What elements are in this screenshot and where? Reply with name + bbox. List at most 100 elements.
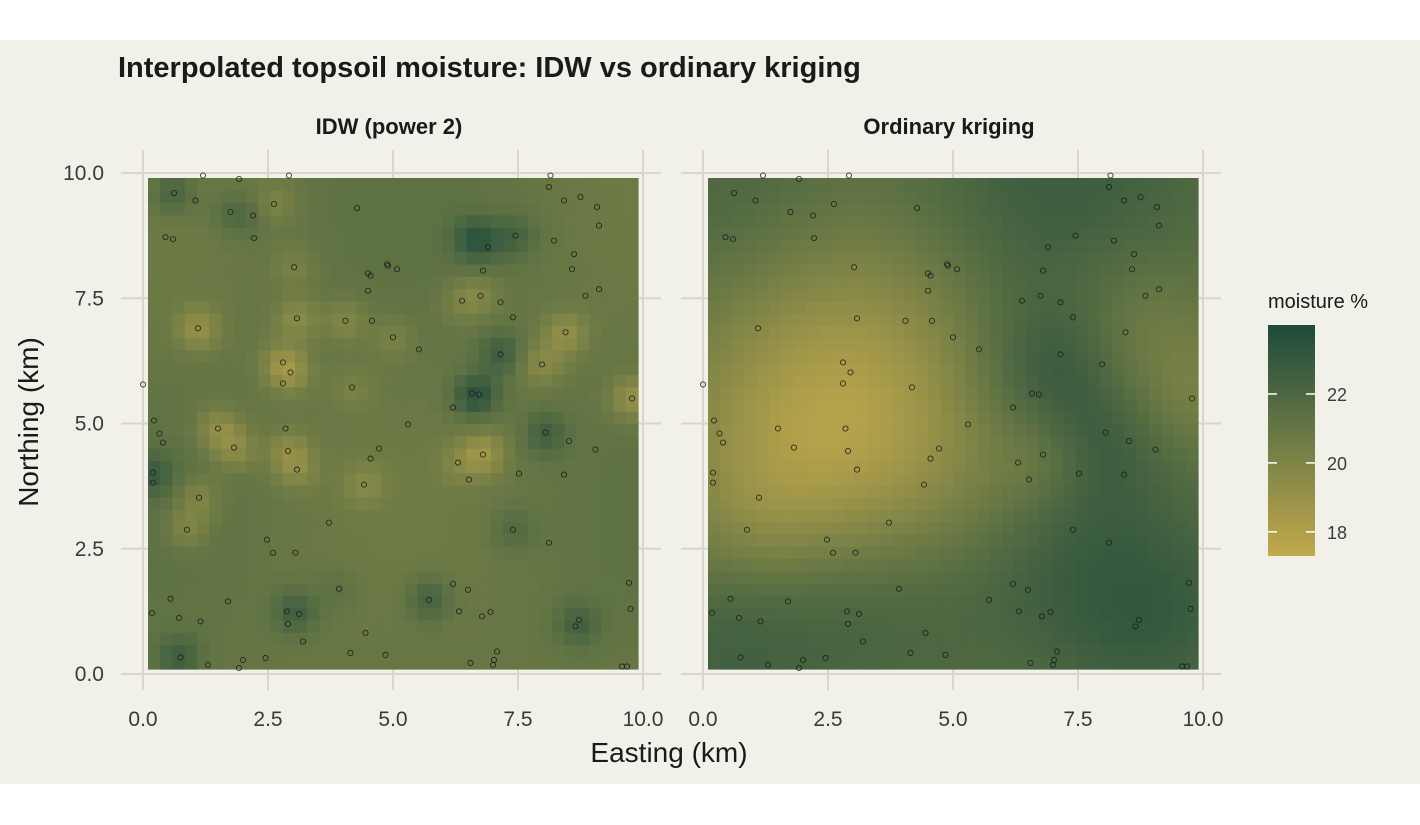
heatmap-cell (417, 411, 431, 425)
heatmap-cell (1002, 484, 1015, 498)
heatmap-cell (1161, 300, 1175, 314)
heatmap-cell (806, 423, 819, 437)
heatmap-cell (1051, 619, 1064, 633)
sample-point (293, 315, 301, 322)
heatmap-cell (160, 263, 174, 277)
heatmap-cell (732, 374, 746, 388)
heatmap-cell (160, 656, 174, 670)
heatmap-cell (197, 546, 210, 560)
heatmap-cell (221, 656, 235, 670)
heatmap-cell (209, 386, 223, 400)
sample-point (389, 334, 397, 341)
heatmap-cell (576, 558, 590, 572)
heatmap-cell (233, 607, 247, 621)
heatmap-cell (1014, 460, 1028, 474)
heatmap-cell (1161, 227, 1175, 240)
heatmap-cell (757, 349, 770, 363)
heatmap-cell (842, 448, 856, 461)
heatmap-cell (601, 214, 615, 228)
heatmap-cell (1136, 251, 1150, 265)
heatmap-cell (1075, 546, 1089, 560)
heatmap-cell (380, 374, 394, 388)
sample-point (928, 317, 936, 324)
heatmap-cell (589, 619, 602, 633)
sample-point (730, 189, 738, 197)
heatmap-cell (953, 276, 966, 290)
heatmap-cell (1087, 570, 1101, 584)
heatmap-cell (1063, 558, 1077, 572)
heatmap-cell (842, 263, 856, 277)
heatmap-cell (916, 178, 930, 191)
heatmap-cell (1026, 337, 1040, 351)
heatmap-cell (491, 558, 504, 572)
heatmap-cell (233, 276, 247, 290)
heatmap-cell (540, 288, 553, 302)
sample-point (360, 481, 368, 488)
heatmap-cell (454, 190, 468, 204)
heatmap-cell (197, 325, 210, 339)
heatmap-cell (1136, 202, 1150, 216)
heatmap-cell (928, 398, 942, 412)
sample-point (735, 614, 743, 621)
heatmap-cell (965, 227, 979, 240)
heatmap-cell (307, 423, 321, 437)
heatmap-cell (977, 398, 991, 412)
heatmap-cell (393, 570, 406, 584)
heatmap-cell (613, 251, 627, 265)
heatmap-cell (1038, 202, 1052, 216)
sample-point (743, 526, 751, 533)
heatmap-cell (818, 558, 832, 572)
legend-tick-label: 20 (1327, 454, 1347, 474)
sample-point (364, 287, 372, 294)
heatmap-cell (601, 251, 615, 265)
heatmap-cell (405, 325, 419, 339)
heatmap-cell (1038, 386, 1052, 400)
heatmap-cell (540, 239, 553, 253)
heatmap-cell (466, 374, 480, 388)
heatmap-cell (184, 460, 198, 474)
heatmap-cell (442, 595, 455, 609)
heatmap-cell (1063, 288, 1077, 302)
heatmap-cell (429, 276, 443, 290)
heatmap-cell (576, 398, 590, 412)
heatmap-cell (940, 644, 954, 658)
heatmap-cell (564, 349, 578, 363)
heatmap-cell (781, 178, 795, 191)
heatmap-cell (589, 644, 602, 658)
heatmap-cell (368, 509, 382, 523)
heatmap-cell (769, 251, 783, 265)
heatmap-cell (953, 325, 966, 339)
heatmap-cell (405, 497, 419, 511)
heatmap-cell (1038, 178, 1052, 191)
heatmap-cell (928, 583, 942, 596)
heatmap-cell (953, 202, 966, 216)
heatmap-cell (940, 546, 954, 560)
heatmap-cell (417, 300, 431, 314)
heatmap-cell (344, 619, 357, 633)
heatmap-cell (1100, 607, 1113, 621)
heatmap-cell (1100, 533, 1113, 547)
heatmap-cell (540, 533, 553, 547)
heatmap-cell (953, 558, 966, 572)
legend-title: moisture % (1268, 291, 1368, 313)
heatmap-cell (356, 423, 370, 437)
heatmap-cell (1112, 263, 1126, 277)
heatmap-cell (904, 656, 917, 670)
heatmap-cell (867, 533, 881, 547)
heatmap-cell (295, 202, 308, 216)
heatmap-cell (515, 288, 529, 302)
sample-point (295, 610, 303, 617)
sample-point (150, 417, 158, 424)
heatmap-cell (442, 190, 455, 204)
heatmap-cell (1026, 362, 1040, 376)
heatmap-cell (258, 607, 272, 621)
heatmap-cell (1002, 263, 1015, 277)
heatmap-cell (1149, 398, 1162, 412)
heatmap-cell (720, 460, 734, 474)
sample-point (384, 262, 392, 269)
heatmap-cell (491, 460, 504, 474)
heatmap-cell (319, 300, 333, 314)
heatmap-cell (282, 227, 296, 240)
heatmap-cell (793, 202, 807, 216)
heatmap-cell (879, 656, 893, 670)
